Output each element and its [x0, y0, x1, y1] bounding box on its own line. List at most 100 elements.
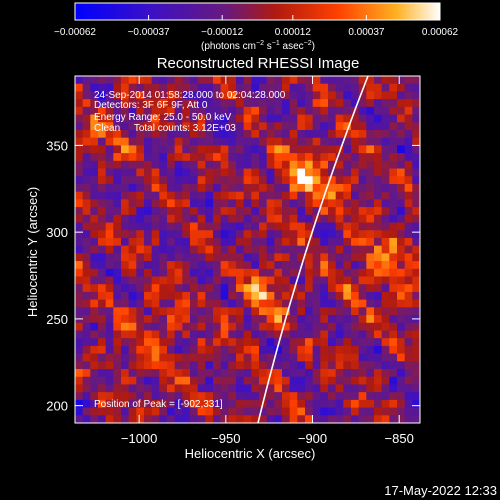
heatmap-cell — [351, 145, 360, 154]
heatmap-cell — [105, 237, 114, 247]
heatmap-cell — [167, 392, 176, 401]
heatmap-cell — [397, 137, 406, 146]
heatmap-cell — [343, 253, 352, 262]
heatmap-cell — [82, 183, 91, 193]
heatmap-cell — [151, 237, 160, 247]
heatmap-cell — [358, 122, 367, 131]
heatmap-cell — [351, 268, 360, 277]
heatmap-cell — [220, 299, 229, 308]
heatmap-cell — [374, 253, 383, 262]
heatmap-cell — [144, 392, 153, 401]
heatmap-cell — [389, 415, 398, 423]
heatmap-cell — [167, 153, 176, 162]
heatmap-cell — [90, 237, 99, 247]
heatmap-cell — [136, 176, 145, 185]
heatmap-cell — [328, 129, 337, 139]
heatmap-cell — [312, 153, 321, 162]
heatmap-cell — [282, 284, 291, 293]
heatmap-cell — [251, 199, 260, 208]
heatmap-cell — [174, 299, 183, 308]
heatmap-cell — [236, 129, 245, 139]
heatmap-cell — [297, 322, 306, 331]
heatmap-cell — [305, 284, 314, 293]
heatmap-cell — [174, 315, 183, 324]
heatmap-cell — [397, 276, 406, 285]
heatmap-cell — [374, 338, 383, 347]
heatmap-cell — [312, 76, 321, 85]
heatmap-cell — [251, 284, 260, 293]
heatmap-cell — [197, 83, 206, 92]
heatmap-cell — [381, 222, 390, 231]
heatmap-cell — [297, 199, 306, 208]
heatmap-cell — [343, 183, 352, 193]
heatmap-cell — [274, 129, 283, 139]
heatmap-cell — [351, 345, 360, 354]
heatmap-cell — [397, 122, 406, 131]
heatmap-cell — [289, 369, 298, 378]
heatmap-cell — [343, 160, 352, 169]
heatmap-cell — [213, 392, 222, 401]
heatmap-cell — [190, 137, 199, 146]
heatmap-cell — [128, 122, 137, 131]
heatmap-cell — [151, 268, 160, 277]
heatmap-cell — [320, 153, 329, 162]
heatmap-cell — [167, 99, 176, 108]
heatmap-cell — [297, 176, 306, 185]
heatmap-cell — [282, 407, 291, 416]
heatmap-cell — [90, 83, 99, 92]
heatmap-cell — [128, 114, 137, 123]
heatmap-cell — [289, 222, 298, 231]
heatmap-cell — [297, 353, 306, 362]
heatmap-cell — [243, 399, 252, 408]
heatmap-cell — [404, 106, 413, 115]
heatmap-cell — [404, 299, 413, 308]
heatmap-cell — [136, 76, 145, 85]
heatmap-cell — [220, 338, 229, 347]
heatmap-cell — [351, 168, 360, 177]
heatmap-cell — [220, 160, 229, 169]
heatmap-cell — [320, 407, 329, 416]
heatmap-cell — [121, 160, 130, 169]
heatmap-cell — [82, 315, 91, 324]
heatmap-cell — [228, 284, 237, 293]
heatmap-cell — [282, 153, 291, 162]
heatmap-cell — [190, 230, 199, 239]
heatmap-cell — [182, 299, 191, 308]
heatmap-cell — [82, 291, 91, 301]
heatmap-cell — [397, 268, 406, 277]
heatmap-cell — [105, 145, 114, 154]
heatmap-cell — [266, 353, 275, 362]
heatmap-cell — [320, 137, 329, 146]
heatmap-cell — [182, 83, 191, 92]
heatmap-cell — [121, 291, 130, 301]
heatmap-cell — [90, 415, 99, 423]
heatmap-cell — [412, 307, 420, 316]
heatmap-cell — [98, 361, 107, 370]
heatmap-cell — [328, 99, 337, 108]
heatmap-cell — [312, 330, 321, 339]
heatmap-cell — [366, 230, 375, 239]
heatmap-cell — [243, 76, 252, 85]
heatmap-cell — [320, 376, 329, 385]
heatmap-cell — [251, 214, 260, 223]
heatmap-cell — [113, 353, 122, 362]
heatmap-cell — [90, 384, 99, 393]
heatmap-cell — [190, 153, 199, 162]
heatmap-cell — [381, 284, 390, 293]
heatmap-cell — [358, 261, 367, 270]
heatmap-cell — [205, 361, 214, 370]
colorbar-unit-label: (photons cm−2 s−1 asec−2) — [201, 40, 315, 52]
heatmap-cell — [144, 353, 153, 362]
heatmap-cell — [182, 407, 191, 416]
heatmap-cell — [105, 245, 114, 254]
heatmap-cell — [358, 353, 367, 362]
heatmap-cell — [182, 114, 191, 123]
heatmap-cell — [82, 245, 91, 254]
heatmap-cell — [404, 245, 413, 254]
heatmap-cell — [274, 83, 283, 92]
heatmap-cell — [404, 353, 413, 362]
heatmap-cell — [220, 214, 229, 223]
heatmap-cell — [190, 315, 199, 324]
heatmap-cell — [174, 291, 183, 301]
heatmap-cell — [174, 261, 183, 270]
